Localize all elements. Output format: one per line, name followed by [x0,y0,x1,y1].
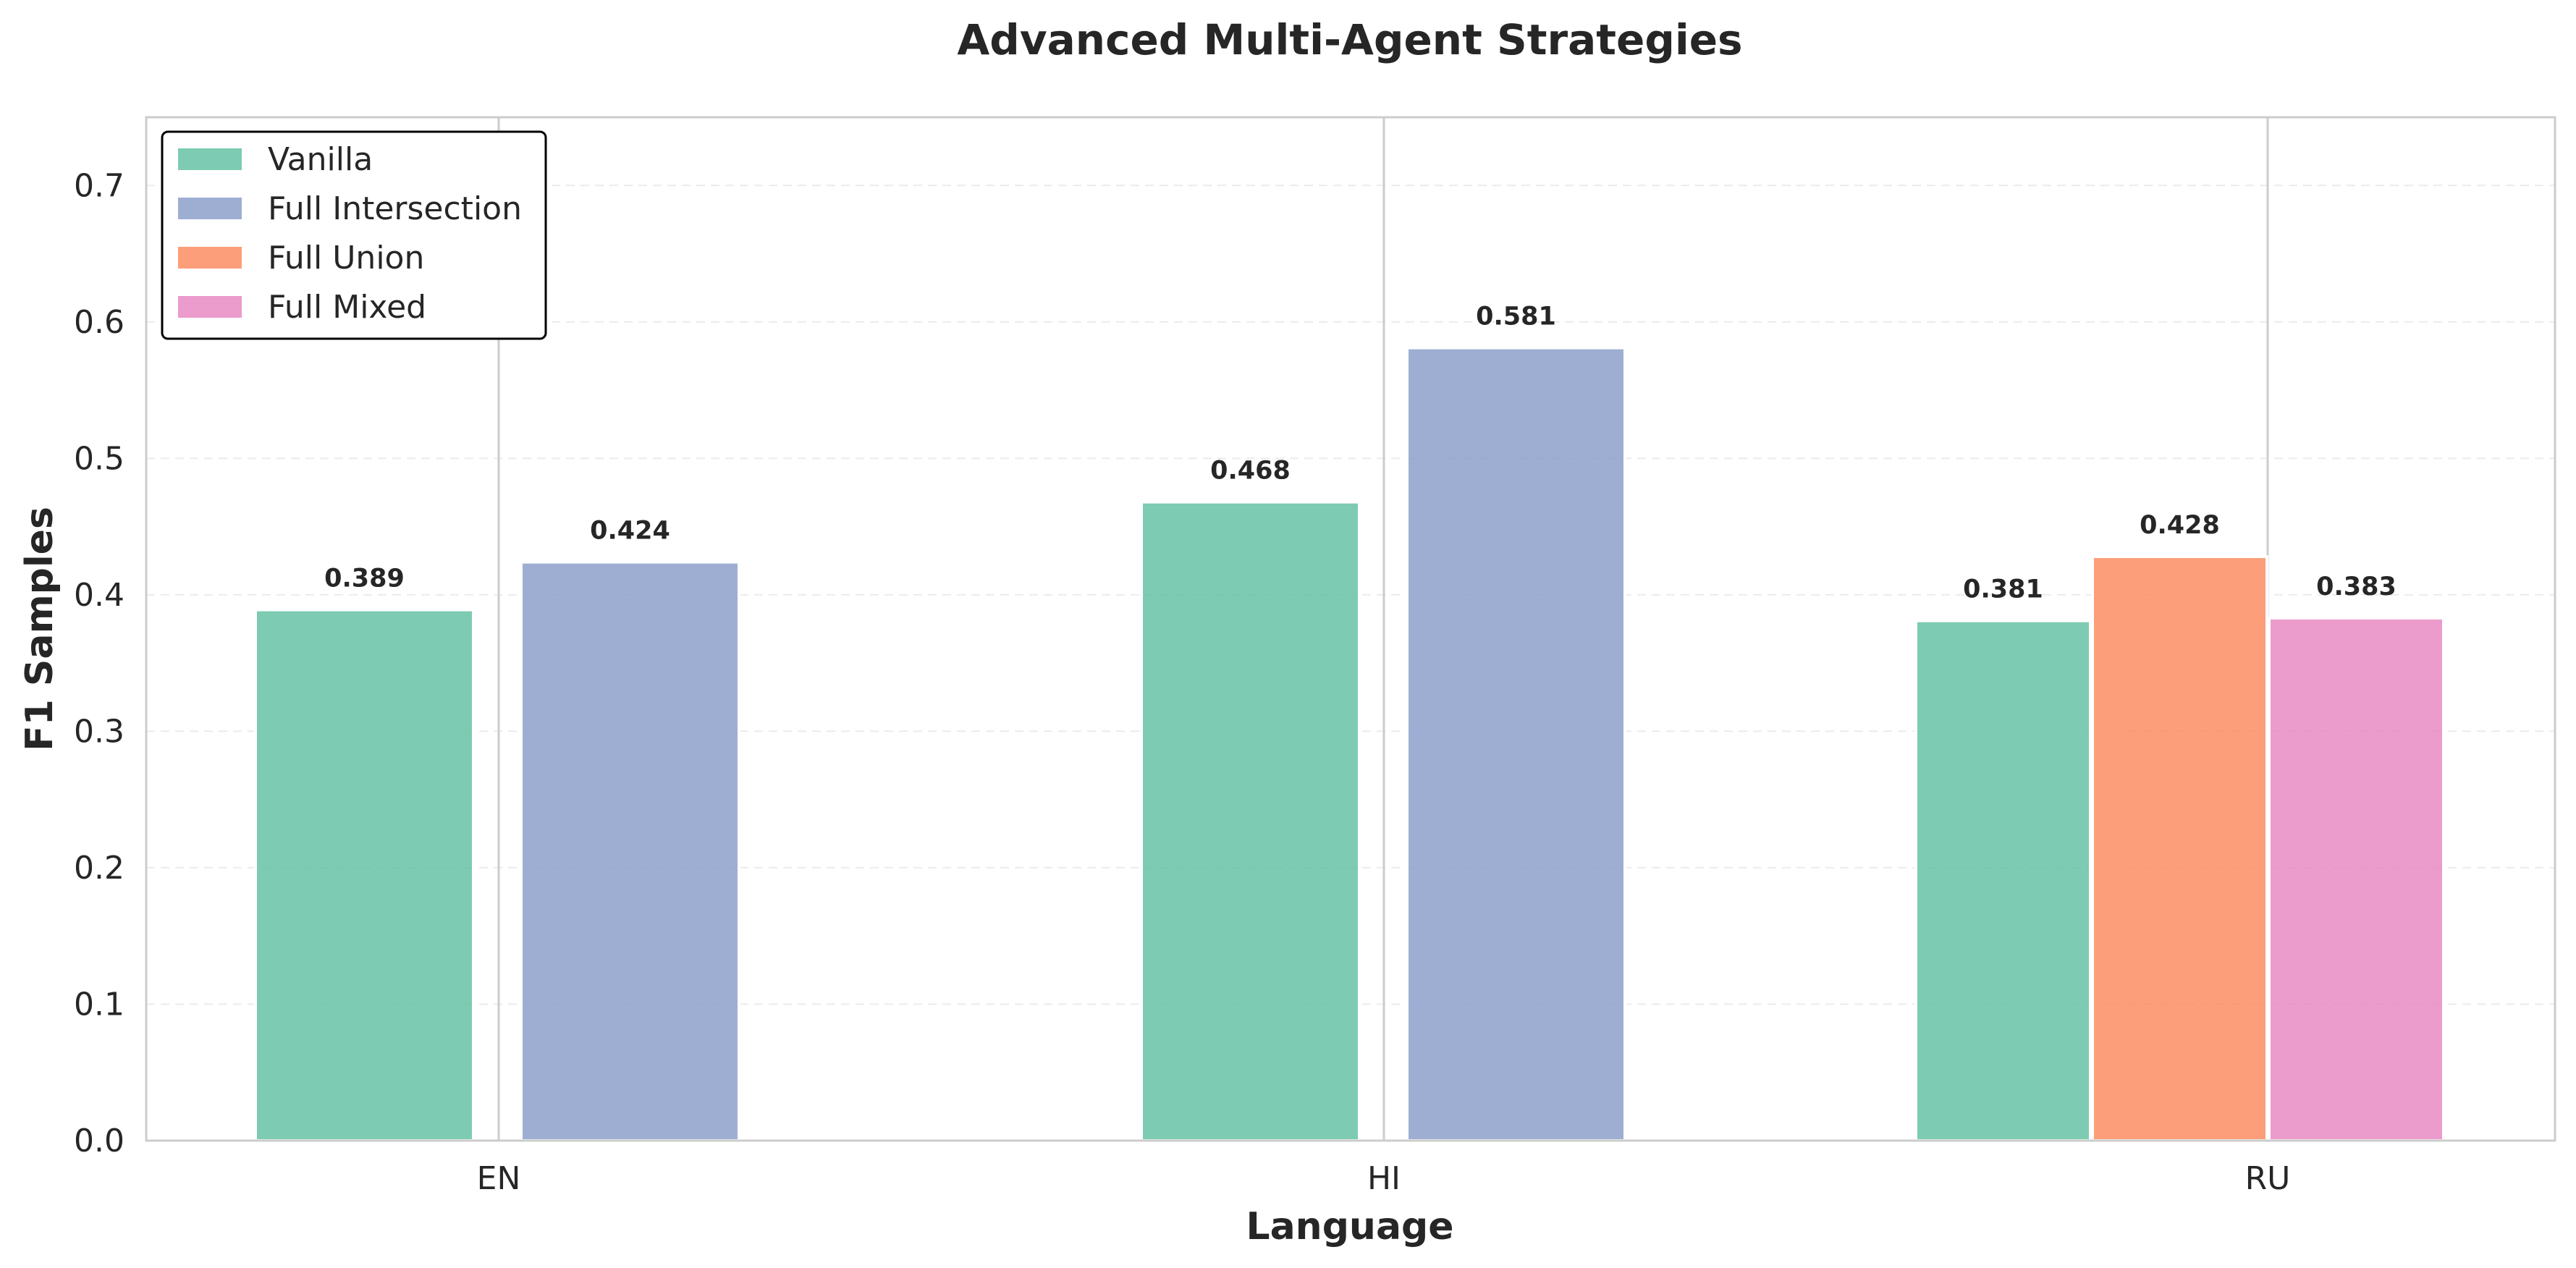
bar-value-label: 0.428 [2140,511,2220,540]
y-tick-labels: 0.0 0.1 0.2 0.3 0.4 0.5 0.6 0.7 [74,167,124,1159]
bar-value-label: 0.381 [1963,575,2043,604]
legend-box [161,130,547,340]
bars [254,346,2445,1142]
y-axis-label: F1 Samples [18,507,62,751]
y-tick-label: 0.5 [74,440,124,477]
bar-value-label: 0.389 [324,565,405,593]
y-tick-label: 0.1 [74,986,124,1023]
legend-swatch [178,296,242,318]
bar-value-label: 0.581 [1476,303,1556,331]
y-tick-label: 0.4 [74,577,124,614]
y-tick-label: 0.7 [74,167,124,204]
y-tick-label: 0.6 [74,304,124,341]
x-tick-label: EN [477,1160,521,1197]
legend-label: Full Union [268,240,424,276]
legend: Vanilla Full Intersection Full Union Full M… [161,130,547,340]
y-tick-label: 0.0 [74,1123,124,1159]
bar [2091,555,2268,1142]
legend-label: Full Mixed [268,289,426,326]
bar-value-label: 0.468 [1210,457,1291,486]
plot-frame [145,116,2556,1142]
bar-value-label: 0.424 [590,517,670,546]
bar [2268,616,2445,1142]
bar [520,560,740,1142]
data-labels: 0.389 0.424 0.468 0.581 0.381 0.428 0.383 [324,303,2396,604]
bar [1914,619,2092,1142]
chart-title: Advanced Multi-Agent Strategies [957,15,1742,64]
x-tick-label: HI [1367,1160,1401,1197]
bar [1140,500,1361,1142]
x-tick-label: RU [2245,1160,2291,1197]
y-tick-label: 0.2 [74,850,124,887]
legend-swatch [178,148,242,170]
legend-label: Vanilla [268,141,373,178]
x-axis-label: Language [1246,1205,1453,1248]
legend-swatch [178,198,242,219]
bar [1406,346,1626,1142]
x-tick-labels: EN HI RU [477,1160,2291,1197]
bar [254,608,475,1142]
legend-label: Full Intersection [268,190,522,227]
bar-value-label: 0.383 [2316,572,2396,601]
y-tick-label: 0.3 [74,713,124,750]
legend-swatch [178,247,242,269]
